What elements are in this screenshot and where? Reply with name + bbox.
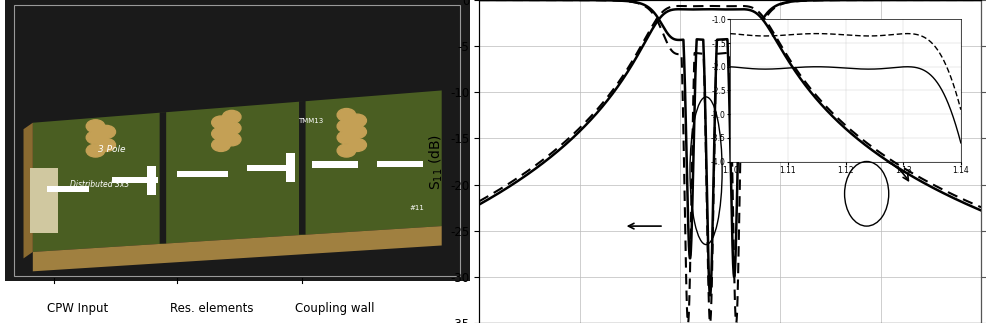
Polygon shape: [33, 226, 442, 271]
Circle shape: [223, 133, 241, 146]
Text: Distributed 3x3: Distributed 3x3: [70, 180, 129, 189]
Circle shape: [212, 127, 231, 140]
Polygon shape: [33, 90, 442, 252]
Bar: [286, 153, 296, 182]
Circle shape: [337, 131, 356, 144]
Bar: [5, 0, 469, 281]
Bar: [147, 166, 156, 195]
Bar: [312, 161, 358, 168]
Text: CPW Input: CPW Input: [46, 302, 108, 315]
Y-axis label: S$_{11}$ (dB): S$_{11}$ (dB): [427, 133, 445, 190]
Bar: [176, 171, 228, 177]
Circle shape: [348, 139, 367, 151]
Circle shape: [337, 109, 356, 121]
Circle shape: [348, 114, 367, 127]
Circle shape: [337, 144, 356, 157]
Bar: [14, 5, 460, 276]
Text: Coupling wall: Coupling wall: [296, 302, 375, 315]
Text: TMM13: TMM13: [298, 118, 322, 124]
Text: #11: #11: [409, 205, 424, 211]
Circle shape: [223, 110, 241, 123]
Bar: [111, 177, 159, 183]
Circle shape: [86, 120, 105, 133]
Bar: [377, 161, 423, 167]
Circle shape: [86, 131, 105, 144]
Circle shape: [212, 116, 231, 129]
Bar: [46, 185, 89, 192]
Polygon shape: [299, 101, 306, 235]
Circle shape: [348, 125, 367, 138]
Circle shape: [212, 139, 231, 151]
Polygon shape: [160, 112, 167, 244]
Circle shape: [97, 125, 115, 138]
Circle shape: [97, 139, 115, 151]
Polygon shape: [24, 123, 33, 258]
Circle shape: [86, 144, 105, 157]
Text: Res. elements: Res. elements: [170, 302, 253, 315]
Bar: [246, 164, 293, 171]
Text: 3 Pole: 3 Pole: [98, 145, 125, 154]
Bar: [31, 168, 58, 233]
Circle shape: [223, 122, 241, 135]
Circle shape: [337, 120, 356, 133]
